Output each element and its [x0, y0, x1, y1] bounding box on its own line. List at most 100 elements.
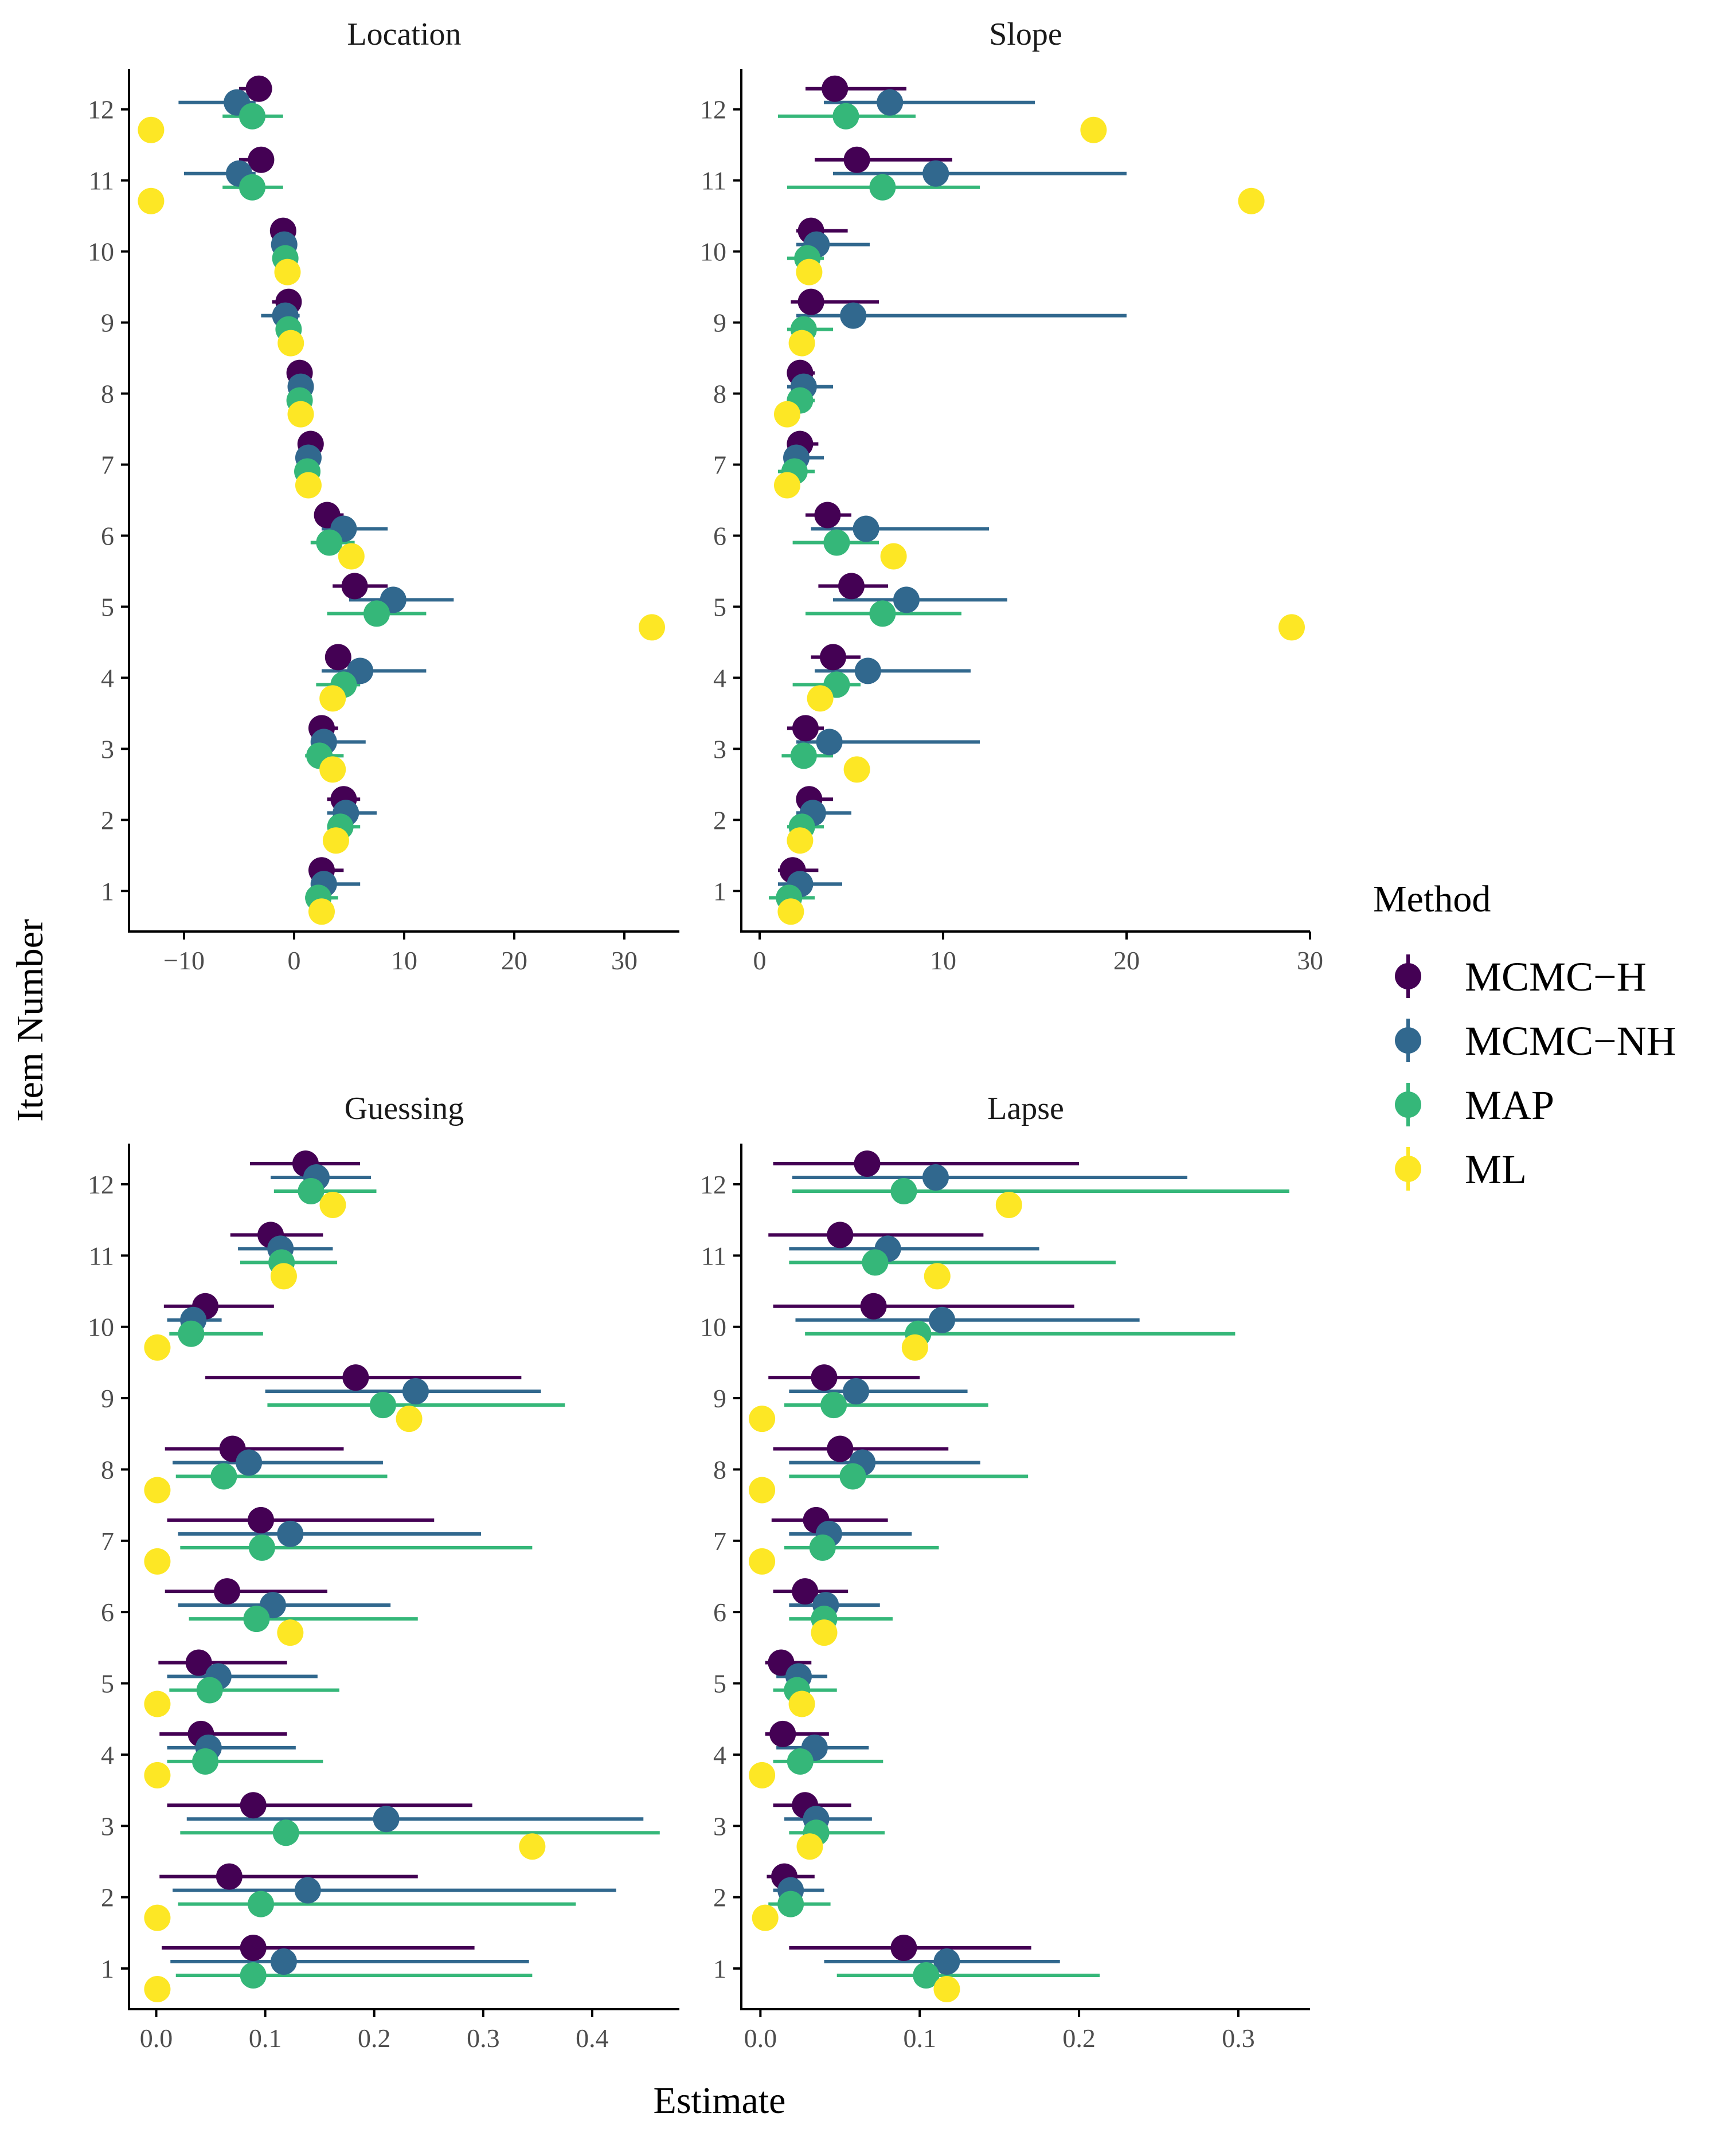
- data-point: [809, 1534, 836, 1561]
- data-point: [185, 1649, 212, 1676]
- data-point: [519, 1833, 546, 1860]
- data-point: [308, 898, 335, 925]
- legend-label: MCMC−NH: [1465, 1018, 1676, 1064]
- y-tick-label: 4: [713, 663, 726, 692]
- data-point: [144, 1904, 171, 1931]
- data-point: [373, 1806, 400, 1833]
- x-tick-label: 0: [288, 946, 301, 975]
- y-tick-label: 11: [89, 1241, 114, 1270]
- x-tick-label: 0.3: [1222, 2024, 1255, 2053]
- data-point: [854, 1150, 881, 1177]
- x-tick-label: 0.0: [140, 2024, 173, 2053]
- data-point: [138, 116, 165, 143]
- data-point: [854, 657, 881, 684]
- data-point: [248, 146, 275, 173]
- legend: Method MCMC−H MCMC−NH MAP ML: [1373, 878, 1676, 1192]
- y-tick-label: 6: [101, 1598, 114, 1627]
- x-tick-label: 0.2: [1062, 2024, 1096, 2053]
- data-point: [239, 174, 266, 201]
- y-tick-label: 1: [101, 876, 114, 906]
- legend-label: MAP: [1465, 1082, 1554, 1128]
- legend-entry: MAP: [1395, 1082, 1554, 1128]
- y-tick-label: 8: [713, 1455, 726, 1484]
- y-tick-label: 11: [701, 1241, 726, 1270]
- legend-entry: MCMC−NH: [1395, 1018, 1676, 1064]
- data-point: [922, 160, 949, 187]
- data-point: [901, 1334, 928, 1361]
- data-point: [396, 1406, 423, 1433]
- y-tick-label: 2: [101, 805, 114, 835]
- x-tick-label: 10: [930, 946, 956, 975]
- y-tick-label: 12: [700, 95, 726, 124]
- data-point: [838, 573, 865, 600]
- data-point: [843, 756, 870, 783]
- x-tick-label: 0: [753, 946, 767, 975]
- y-tick-label: 2: [713, 1883, 726, 1912]
- data-point: [277, 1520, 304, 1547]
- y-tick-label: 11: [89, 166, 114, 195]
- y-axis-title: Item Number: [9, 919, 51, 1122]
- data-point: [827, 1435, 854, 1462]
- data-point: [322, 827, 349, 854]
- data-point: [827, 1222, 854, 1249]
- data-point: [787, 1748, 814, 1775]
- x-tick-label: 30: [1297, 946, 1323, 975]
- data-point: [240, 1792, 267, 1819]
- legend-label: MCMC−H: [1465, 954, 1647, 1000]
- data-point: [236, 1449, 263, 1476]
- data-point: [823, 529, 850, 556]
- data-point: [787, 827, 814, 854]
- data-point: [788, 1690, 815, 1717]
- x-tick-label: 0.0: [744, 2024, 777, 2053]
- data-point: [270, 1263, 297, 1290]
- data-point: [319, 1191, 346, 1218]
- data-point: [363, 600, 390, 627]
- data-point: [796, 1833, 823, 1860]
- data-point: [752, 1904, 779, 1931]
- legend-key-point: [1395, 1027, 1421, 1054]
- panel-title-lapse: Lapse: [987, 1091, 1064, 1126]
- data-point: [995, 1191, 1022, 1218]
- data-point: [319, 756, 346, 783]
- y-tick-label: 8: [101, 379, 114, 409]
- data-point: [144, 1334, 171, 1361]
- x-tick-label: 20: [501, 946, 527, 975]
- data-point: [929, 1306, 956, 1333]
- y-tick-label: 9: [713, 1384, 726, 1413]
- x-tick-label: −10: [163, 946, 205, 975]
- x-tick-label: 0.2: [358, 2024, 391, 2053]
- data-point: [811, 1364, 838, 1391]
- data-point: [270, 1948, 297, 1975]
- y-tick-label: 2: [101, 1883, 114, 1912]
- data-point: [1238, 187, 1265, 214]
- data-point: [319, 685, 346, 712]
- data-point: [814, 502, 841, 529]
- data-point: [853, 515, 879, 542]
- data-point: [144, 1548, 171, 1575]
- data-point: [272, 1819, 299, 1846]
- data-point: [839, 1463, 866, 1490]
- legend-label: ML: [1465, 1146, 1527, 1192]
- data-point: [240, 1935, 267, 1962]
- y-tick-label: 3: [101, 1811, 114, 1841]
- y-tick-label: 12: [88, 95, 114, 124]
- legend-key-point: [1395, 1156, 1421, 1182]
- y-tick-label: 5: [713, 592, 726, 621]
- x-tick-label: 0.1: [249, 2024, 282, 2053]
- y-tick-label: 12: [700, 1170, 726, 1199]
- data-point: [913, 1962, 940, 1989]
- y-tick-label: 4: [101, 1740, 114, 1770]
- data-point: [820, 644, 846, 671]
- data-point: [138, 187, 165, 214]
- y-tick-label: 7: [101, 451, 114, 480]
- y-tick-label: 5: [101, 1669, 114, 1698]
- x-axis-title: Estimate: [654, 2080, 786, 2122]
- y-tick-label: 2: [713, 805, 726, 835]
- data-point: [1278, 614, 1305, 641]
- y-tick-label: 9: [713, 308, 726, 338]
- data-point: [792, 1578, 819, 1605]
